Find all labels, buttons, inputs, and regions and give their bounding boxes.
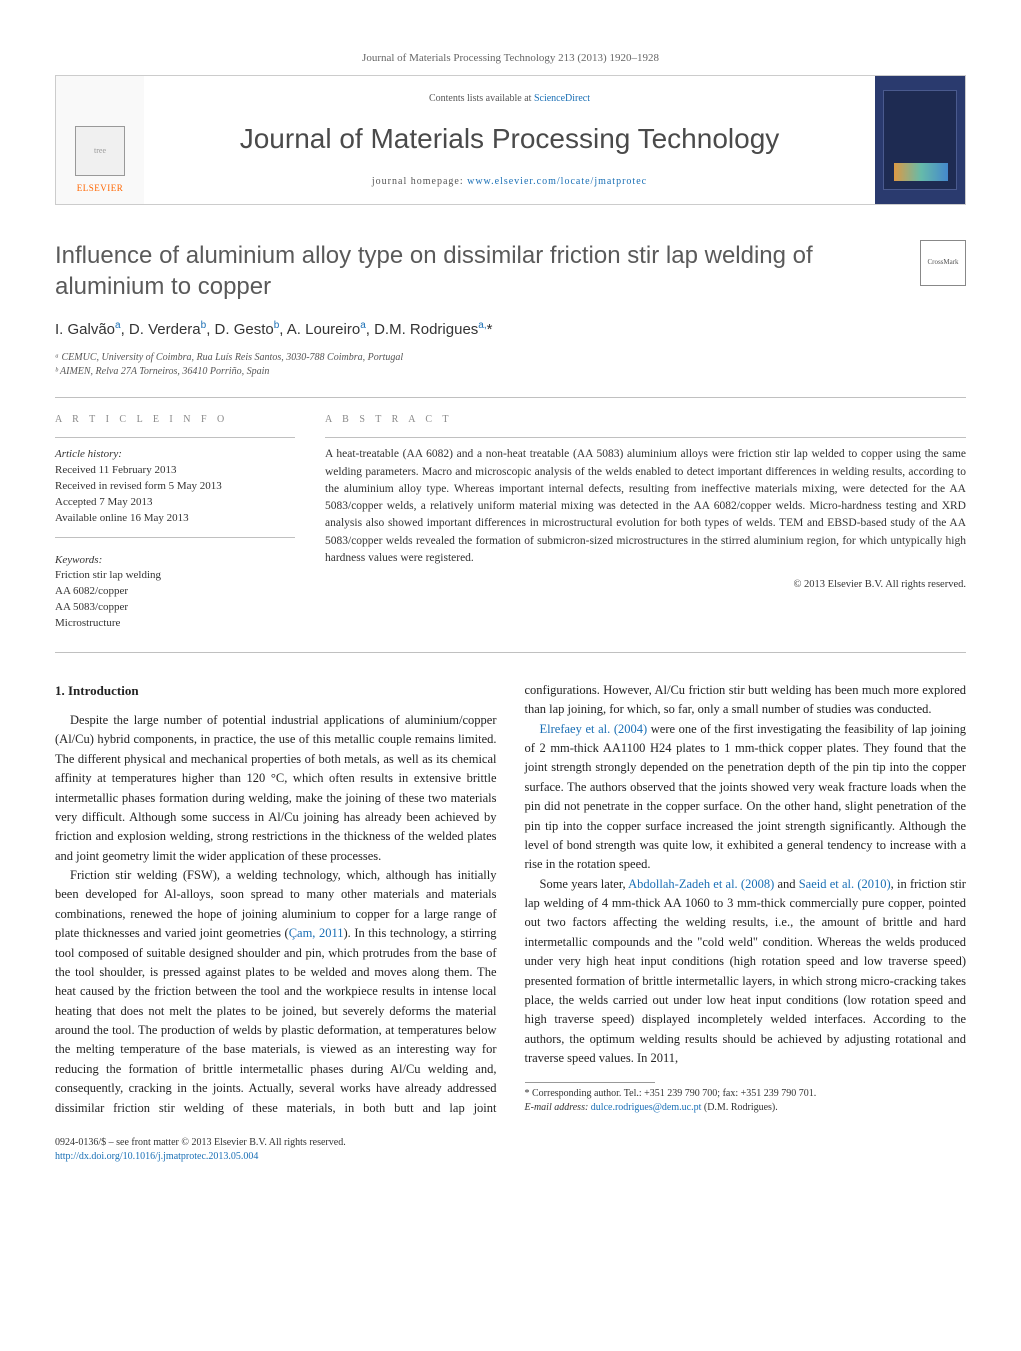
history-label: Article history: [55, 446, 295, 463]
history-accepted: Accepted 7 May 2013 [55, 495, 295, 511]
journal-title: Journal of Materials Processing Technolo… [240, 118, 780, 160]
paragraph-4: Some years later, Abdollah-Zadeh et al. … [525, 875, 967, 1069]
p4-a: Some years later, [540, 877, 629, 891]
abstract-copyright: © 2013 Elsevier B.V. All rights reserved… [325, 577, 966, 593]
email-suffix: (D.M. Rodrigues). [701, 1102, 777, 1113]
publisher-block: tree ELSEVIER [56, 76, 144, 204]
body-columns: 1. Introduction Despite the large number… [55, 681, 966, 1118]
corr-email-line: E-mail address: dulce.rodrigues@dem.uc.p… [525, 1101, 967, 1115]
ref-cam-2011[interactable]: Çam, 2011 [289, 926, 344, 940]
p4-c: , in friction stir lap welding of 4 mm-t… [525, 877, 967, 1065]
corr-email-link[interactable]: dulce.rodrigues@dem.uc.pt [591, 1102, 702, 1113]
authors: I. Galvãoa, D. Verderab, D. Gestob, A. L… [55, 318, 966, 342]
history-received: Received 11 February 2013 [55, 463, 295, 479]
corresponding-author-footnote: * Corresponding author. Tel.: +351 239 7… [525, 1087, 967, 1115]
contents-prefix: Contents lists available at [429, 93, 534, 104]
article-info-label: a r t i c l e i n f o [55, 412, 295, 427]
publisher-name: ELSEVIER [77, 182, 124, 196]
abstract-column: a b s t r a c t A heat-treatable (AA 608… [325, 412, 966, 632]
article-info-column: a r t i c l e i n f o Article history: R… [55, 412, 295, 632]
section-1-heading: 1. Introduction [55, 681, 497, 701]
ref-elrefaey-2004[interactable]: Elrefaey et al. (2004) [540, 722, 648, 736]
front-matter-line: 0924-0136/$ – see front matter © 2013 El… [55, 1136, 966, 1150]
keyword-2: AA 6082/copper [55, 584, 295, 600]
affiliations: ᵃ CEMUC, University of Coimbra, Rua Luís… [55, 351, 966, 379]
doi-link[interactable]: http://dx.doi.org/10.1016/j.jmatprotec.2… [55, 1151, 258, 1162]
homepage-link[interactable]: www.elsevier.com/locate/jmatprotec [467, 176, 647, 187]
p3-text: were one of the first investigating the … [525, 722, 967, 872]
crossmark-badge[interactable]: CrossMark [920, 240, 966, 286]
keyword-1: Friction stir lap welding [55, 568, 295, 584]
abstract-text: A heat-treatable (AA 6082) and a non-hea… [325, 446, 966, 567]
page-footer: 0924-0136/$ – see front matter © 2013 El… [55, 1136, 966, 1164]
article-title: Influence of aluminium alloy type on dis… [55, 240, 896, 302]
paragraph-3: Elrefaey et al. (2004) were one of the f… [525, 720, 967, 875]
abstract-label: a b s t r a c t [325, 412, 966, 427]
meta-row: a r t i c l e i n f o Article history: R… [55, 397, 966, 653]
journal-reference: Journal of Materials Processing Technolo… [55, 50, 966, 67]
affiliation-b: ᵇ AIMEN, Relva 27A Torneiros, 36410 Porr… [55, 365, 966, 379]
journal-cover-thumbnail [883, 90, 957, 190]
footnote-separator [525, 1082, 655, 1083]
banner-center: Contents lists available at ScienceDirec… [144, 76, 875, 204]
journal-banner: tree ELSEVIER Contents lists available a… [55, 75, 966, 205]
keywords-rule [55, 537, 295, 538]
keyword-4: Microstructure [55, 616, 295, 632]
cover-block [875, 76, 965, 204]
p4-b: and [774, 877, 799, 891]
homepage-prefix: journal homepage: [372, 176, 467, 187]
ref-saeid-2010[interactable]: Saeid et al. (2010) [799, 877, 891, 891]
contents-line: Contents lists available at ScienceDirec… [429, 91, 590, 106]
paragraph-1: Despite the large number of potential in… [55, 711, 497, 866]
ref-abdollah-2008[interactable]: Abdollah-Zadeh et al. (2008) [628, 877, 774, 891]
page: Journal of Materials Processing Technolo… [0, 0, 1021, 1204]
history-online: Available online 16 May 2013 [55, 511, 295, 527]
homepage-line: journal homepage: www.elsevier.com/locat… [372, 174, 647, 189]
sciencedirect-link[interactable]: ScienceDirect [534, 93, 590, 104]
corr-author-line: * Corresponding author. Tel.: +351 239 7… [525, 1087, 967, 1101]
keywords-label: Keywords: [55, 552, 295, 569]
history-revised: Received in revised form 5 May 2013 [55, 479, 295, 495]
title-wrap: Influence of aluminium alloy type on dis… [55, 240, 966, 302]
affiliation-a: ᵃ CEMUC, University of Coimbra, Rua Luís… [55, 351, 966, 365]
email-label: E-mail address: [525, 1102, 591, 1113]
keyword-3: AA 5083/copper [55, 600, 295, 616]
elsevier-tree-icon: tree [75, 126, 125, 176]
